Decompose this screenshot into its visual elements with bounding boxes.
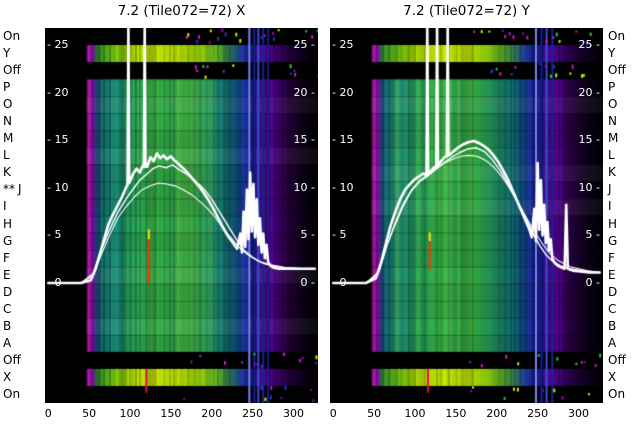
axis-row-label-j-9: ** J [3,182,22,197]
y-tick-label-left-25: - 25 [47,37,69,51]
y-tick-label-left-15: - 15 [332,133,354,147]
x-tick-label-300: 300 [567,407,589,420]
y-tick-label-right-20: 20 - [578,85,600,99]
axis-row-label-p-3: P [608,80,616,95]
axis-row-label-n-5: N [608,114,617,129]
y-tick-label-right-10: 10 - [293,180,315,194]
axis-row-label-y-1: Y [3,46,11,61]
x-tick-label-200: 200 [486,407,508,420]
y-tick-label-left-15: - 15 [47,133,69,147]
axis-row-label-c-16: C [608,301,617,316]
axis-row-label-l-7: L [608,148,615,163]
axis-row-label-d-15: D [3,284,13,299]
y-tick-label-left-20: - 20 [332,85,354,99]
axis-row-label-j-9: J [608,182,612,197]
plot-title-y: 7.2 (Tile072=72) Y [403,3,530,19]
axis-row-label-e-14: E [3,267,11,282]
axis-row-label-e-14: E [608,267,616,282]
axis-row-label-i-10: I [608,199,612,214]
y-tick-label-left-5: - 5 [332,228,347,242]
axis-row-label-a-18: A [3,335,12,350]
y-tick-label-left-0: - 0 [47,276,62,289]
y-tick-label-right-15: 15 - [293,133,315,147]
axis-row-label-off-19: Off [608,352,626,367]
axis-row-label-n-5: N [3,114,12,129]
y-tick-label-right-0: 0 - [585,276,600,289]
axis-row-label-on-0: On [608,29,626,43]
x-tick-label-100: 100 [404,407,426,420]
axis-row-label-m-6: M [608,131,619,146]
y-tick-label-left-10: - 10 [332,180,354,194]
y-tick-label-right-5: 5 - [300,228,315,242]
axis-row-label-f-13: F [608,250,615,265]
axis-row-label-i-10: I [3,199,7,214]
x-tick-label-50: 50 [367,407,382,420]
axis-row-label-off-2: Off [608,63,626,78]
x-tick-label-250: 250 [527,407,549,420]
x-tick-label-200: 200 [201,407,223,420]
axis-row-label-m-6: M [3,131,14,146]
axis-row-label-f-13: F [3,250,10,265]
axis-row-label-p-3: P [3,80,11,95]
axis-row-label-h-11: H [3,216,13,231]
heatmap-plot-y-canvas [330,28,603,403]
axis-row-label-b-17: B [3,318,12,333]
y-tick-label-left-10: - 10 [47,180,69,194]
y-tick-label-right-25: 25 - [293,37,315,51]
axis-row-label-g-12: G [3,233,13,248]
axis-row-label-off-19: Off [3,352,21,367]
axis-row-label-c-16: C [3,301,12,316]
y-tick-label-left-20: - 20 [47,85,69,99]
left-axis-row-labels: On Y Off P O N M L K ** J I H G F E D C B A Off X On [3,28,37,403]
y-tick-label-right-15: 15 - [578,133,600,147]
axis-row-label-x-20: X [608,369,617,384]
panel-x: 7.2 (Tile072=72) X - 25 25 - - 20 20 - - 15 1… [45,3,318,420]
y-tick-label-right-5: 5 - [585,228,600,242]
y-tick-label-left-25: - 25 [332,37,354,51]
axis-row-label-on-21: On [3,386,21,401]
x-tick-label-100: 100 [119,407,141,420]
axis-row-label-on-21: On [608,386,626,401]
y-tick-label-left-0: - 0 [332,276,347,289]
axis-row-label-l-7: L [3,148,10,163]
axis-row-label-o-4: O [3,97,13,112]
right-axis-row-labels: On Y Off P O N M L K J I H G F E D C B A Off X On [608,28,640,403]
heatmap-plot-x-canvas [45,28,318,403]
x-tick-label-300: 300 [282,407,304,420]
x-tick-label-0: 0 [329,407,337,420]
y-tick-label-right-0: 0 - [300,276,315,289]
y-tick-label-left-5: - 5 [47,228,62,242]
axis-row-label-o-4: O [608,97,618,112]
axis-row-label-off-2: Off [3,63,21,78]
x-tick-label-0: 0 [44,407,52,420]
axis-row-label-g-12: G [608,233,618,248]
plot-title-x: 7.2 (Tile072=72) X [117,3,246,19]
x-tick-label-250: 250 [242,407,264,420]
axis-row-label-on-0: On [3,29,21,43]
selected-row-marker: ** [3,182,15,197]
axis-row-label-d-15: D [608,284,618,299]
axis-row-label-b-17: B [608,318,617,333]
axis-row-label-x-20: X [3,369,12,384]
x-tick-label-150: 150 [445,407,467,420]
x-tick-label-150: 150 [160,407,182,420]
y-tick-label-right-20: 20 - [293,85,315,99]
axis-row-label-k-8: K [3,165,11,180]
x-tick-label-50: 50 [82,407,97,420]
panel-y: 7.2 (Tile072=72) Y - 25 25 - - 20 20 - - 15 1… [330,3,603,420]
y-tick-label-right-10: 10 - [578,180,600,194]
axis-row-label-h-11: H [608,216,618,231]
axis-row-label-a-18: A [608,335,617,350]
axis-row-label-k-8: K [608,165,616,180]
axis-row-label-y-1: Y [608,46,616,61]
y-tick-label-right-25: 25 - [578,37,600,51]
